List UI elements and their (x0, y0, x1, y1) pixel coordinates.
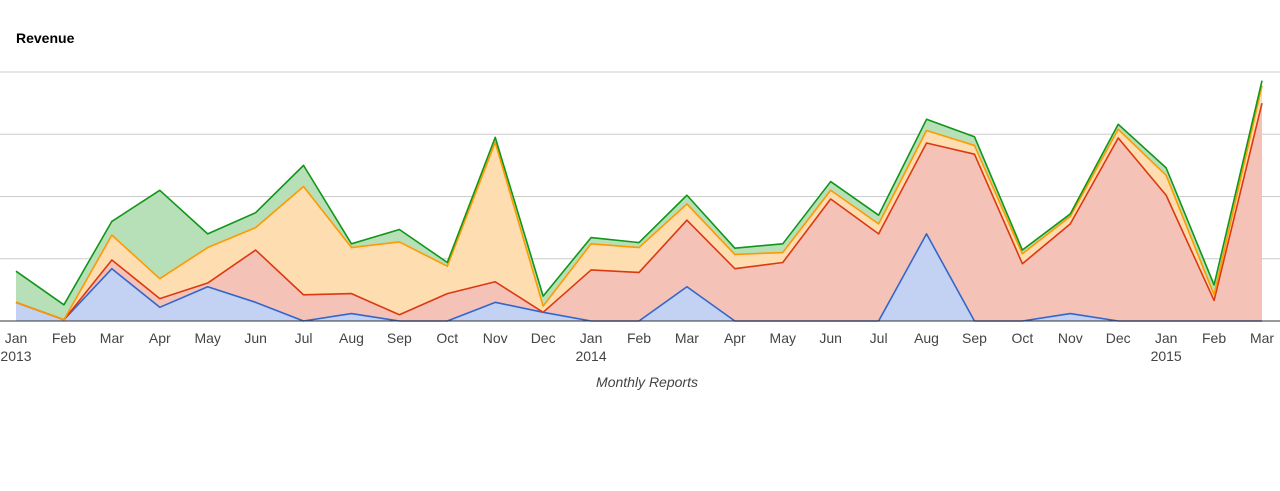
x-tick-label: Sep (962, 330, 987, 346)
series-4-line (15, 80, 1263, 306)
x-tick-label: Feb (1202, 330, 1226, 346)
series-2-line (15, 102, 1263, 321)
x-tick-label: Aug (339, 330, 364, 346)
x-axis-title: Monthly Reports (596, 374, 698, 390)
series-2-area (16, 103, 1262, 321)
x-tick-label: Mar (100, 330, 124, 346)
x-tick-label: Oct (1011, 330, 1033, 346)
x-tick-label: Jul (870, 330, 888, 346)
x-tick-label: May (194, 330, 220, 346)
series-3-area (16, 85, 1262, 320)
x-tick-label: Apr (149, 330, 171, 346)
x-tick-label: Mar (675, 330, 699, 346)
x-tick-label: Dec (531, 330, 556, 346)
x-tick-label: Mar (1250, 330, 1274, 346)
x-tick-label: Apr (724, 330, 746, 346)
x-tick-label: Oct (436, 330, 458, 346)
x-tick-label: Nov (483, 330, 508, 346)
x-tick-label: Feb (627, 330, 651, 346)
x-tick-label: Feb (52, 330, 76, 346)
x-tick-label: Jan 2015 (1151, 330, 1182, 364)
x-tick-label: Jan 2013 (0, 330, 31, 364)
x-tick-label: Sep (387, 330, 412, 346)
chart-title: Revenue (16, 30, 75, 46)
x-tick-label: Aug (914, 330, 939, 346)
x-tick-label: Jul (295, 330, 313, 346)
x-tick-label: May (770, 330, 796, 346)
series-1-area (16, 233, 1262, 321)
x-tick-label: Jun (819, 330, 842, 346)
series-3-line (15, 85, 1263, 321)
x-tick-label: Jan 2014 (575, 330, 606, 364)
series-areas (16, 80, 1262, 321)
x-tick-label: Jun (244, 330, 267, 346)
x-axis-tick-labels: Jan 2013 Feb Mar Apr May Jun Jul Aug Sep Oct Nov Dec… (0, 330, 1274, 364)
x-tick-label: Nov (1058, 330, 1083, 346)
x-tick-label: Dec (1106, 330, 1131, 346)
